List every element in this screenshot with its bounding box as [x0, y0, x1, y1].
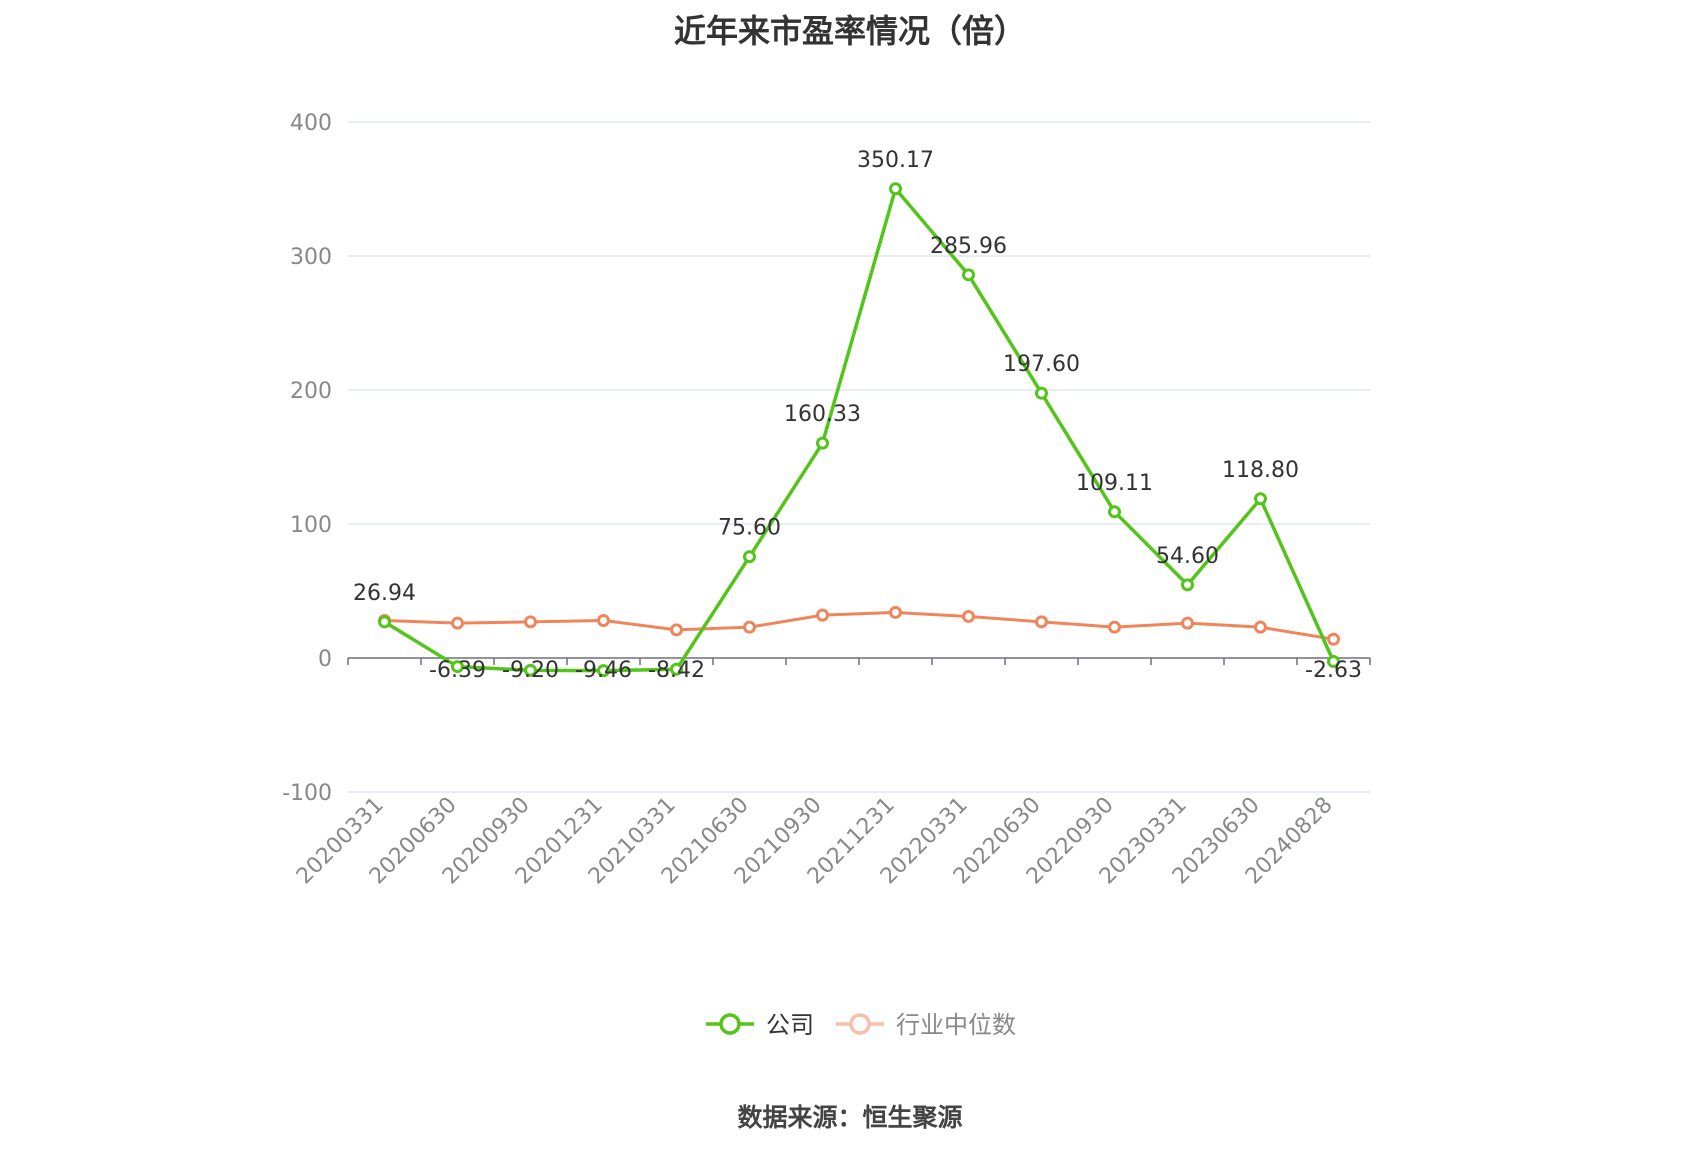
- data-label: 109.11: [1076, 471, 1153, 496]
- industry-data-point[interactable]: [1181, 616, 1194, 630]
- company-data-point[interactable]: [1108, 505, 1121, 519]
- y-tick-label: 300: [290, 245, 332, 270]
- company-data-point[interactable]: [743, 550, 756, 564]
- company-data-point[interactable]: [1254, 492, 1267, 506]
- data-label: 197.60: [1003, 352, 1080, 377]
- data-label: 54.60: [1156, 544, 1219, 569]
- industry-data-point[interactable]: [743, 620, 756, 634]
- data-label: -6.39: [429, 658, 486, 683]
- industry-data-point[interactable]: [670, 623, 683, 637]
- data-label: -2.63: [1305, 658, 1362, 683]
- data-source: 数据来源：恒生聚源: [737, 1103, 963, 1132]
- company-data-point[interactable]: [889, 182, 902, 196]
- data-label: -8.42: [648, 658, 705, 683]
- y-tick-label: 400: [290, 111, 332, 136]
- company-data-point[interactable]: [597, 664, 610, 678]
- company-data-point[interactable]: [524, 663, 537, 677]
- company-data-point[interactable]: [1035, 386, 1048, 400]
- data-label: 26.94: [353, 581, 416, 606]
- data-label: 285.96: [930, 234, 1007, 259]
- company-data-point[interactable]: [451, 660, 464, 674]
- industry-data-point[interactable]: [816, 608, 829, 622]
- pe-ratio-chart: 4003002001000-10020200331202006302020093…: [282, 111, 1371, 1039]
- legend[interactable]: 公司 行业中位数: [706, 1011, 1016, 1039]
- industry-data-point[interactable]: [1327, 632, 1340, 646]
- industry-data-point[interactable]: [1254, 620, 1267, 634]
- data-label: 75.60: [718, 516, 781, 541]
- y-tick-label: 0: [318, 647, 332, 672]
- industry-data-point[interactable]: [1108, 620, 1121, 634]
- company-data-point[interactable]: [816, 436, 829, 450]
- company-data-point[interactable]: [1181, 578, 1194, 592]
- industry-data-point[interactable]: [962, 609, 975, 623]
- company-data-point[interactable]: [1327, 655, 1340, 669]
- y-tick-label: 200: [290, 379, 332, 404]
- legend-label: 公司: [766, 1011, 814, 1039]
- legend-item-industry[interactable]: 行业中位数: [836, 1011, 1016, 1039]
- legend-marker: [849, 1013, 871, 1035]
- data-label: -9.46: [575, 658, 632, 683]
- industry-data-point[interactable]: [524, 615, 537, 629]
- company-data-point[interactable]: [378, 615, 391, 629]
- y-tick-label: -100: [282, 781, 332, 806]
- company-data-point[interactable]: [670, 662, 683, 676]
- legend-marker: [719, 1013, 741, 1035]
- legend-label: 行业中位数: [896, 1011, 1016, 1039]
- industry-data-point[interactable]: [597, 613, 610, 627]
- data-labels: 26.94 -6.39 -9.20 -9.46 -8.42 75.60 160.33 350.…: [353, 148, 1362, 683]
- grid-lines: [348, 121, 1370, 793]
- company-series-line: [383, 187, 1336, 673]
- industry-series-line: [384, 610, 1334, 641]
- industry-data-point[interactable]: [1035, 615, 1048, 629]
- series-lines: [378, 182, 1340, 678]
- data-label: 118.80: [1222, 458, 1299, 483]
- legend-item-company[interactable]: 公司: [706, 1011, 814, 1039]
- axes: 4003002001000-10020200331202006302020093…: [282, 111, 1371, 889]
- company-data-point[interactable]: [962, 268, 975, 282]
- chart-title: 近年来市盈率情况（倍）: [673, 12, 1026, 50]
- industry-data-point[interactable]: [889, 605, 902, 619]
- industry-data-point[interactable]: [451, 616, 464, 630]
- data-label: 160.33: [784, 402, 861, 427]
- y-tick-label: 100: [290, 513, 332, 538]
- data-label: -9.20: [502, 658, 559, 683]
- data-label: 350.17: [857, 148, 934, 173]
